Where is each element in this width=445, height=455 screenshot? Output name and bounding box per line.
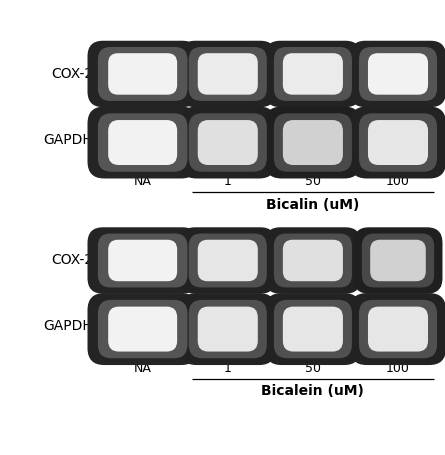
FancyBboxPatch shape bbox=[198, 53, 258, 95]
Text: NA: NA bbox=[134, 362, 152, 375]
FancyBboxPatch shape bbox=[88, 293, 198, 365]
FancyBboxPatch shape bbox=[108, 120, 177, 165]
Text: 100: 100 bbox=[386, 175, 410, 188]
FancyBboxPatch shape bbox=[98, 47, 187, 101]
FancyBboxPatch shape bbox=[350, 293, 445, 365]
FancyBboxPatch shape bbox=[180, 293, 276, 365]
FancyBboxPatch shape bbox=[265, 293, 361, 365]
Bar bbox=[100, 300, 441, 353]
Text: 1: 1 bbox=[224, 362, 232, 375]
Bar bbox=[100, 114, 441, 166]
FancyBboxPatch shape bbox=[198, 240, 258, 281]
FancyBboxPatch shape bbox=[108, 307, 177, 352]
FancyBboxPatch shape bbox=[350, 41, 445, 107]
Text: Bicalein (uM): Bicalein (uM) bbox=[262, 384, 364, 399]
FancyBboxPatch shape bbox=[283, 53, 343, 95]
FancyBboxPatch shape bbox=[359, 113, 437, 172]
FancyBboxPatch shape bbox=[198, 120, 258, 165]
Text: Bicalin (uM): Bicalin (uM) bbox=[266, 198, 360, 212]
Text: 50: 50 bbox=[305, 362, 321, 375]
Bar bbox=[100, 234, 441, 287]
FancyBboxPatch shape bbox=[189, 113, 267, 172]
Text: 50: 50 bbox=[305, 175, 321, 188]
FancyBboxPatch shape bbox=[370, 240, 426, 281]
FancyBboxPatch shape bbox=[180, 106, 276, 178]
FancyBboxPatch shape bbox=[108, 240, 177, 281]
Text: COX-2: COX-2 bbox=[51, 253, 93, 268]
FancyBboxPatch shape bbox=[98, 233, 187, 288]
FancyBboxPatch shape bbox=[88, 228, 198, 293]
Text: COX-2: COX-2 bbox=[51, 67, 93, 81]
FancyBboxPatch shape bbox=[198, 119, 258, 131]
Bar bbox=[100, 48, 441, 100]
FancyBboxPatch shape bbox=[283, 120, 343, 165]
FancyBboxPatch shape bbox=[368, 53, 428, 95]
FancyBboxPatch shape bbox=[274, 47, 352, 101]
FancyBboxPatch shape bbox=[353, 228, 442, 293]
FancyBboxPatch shape bbox=[283, 307, 343, 352]
FancyBboxPatch shape bbox=[368, 307, 428, 352]
FancyBboxPatch shape bbox=[274, 233, 352, 288]
FancyBboxPatch shape bbox=[189, 300, 267, 358]
Text: 1: 1 bbox=[224, 175, 232, 188]
Text: NA: NA bbox=[134, 175, 152, 188]
FancyBboxPatch shape bbox=[88, 106, 198, 178]
FancyBboxPatch shape bbox=[368, 120, 428, 165]
FancyBboxPatch shape bbox=[359, 300, 437, 358]
FancyBboxPatch shape bbox=[359, 47, 437, 101]
FancyBboxPatch shape bbox=[180, 41, 276, 107]
FancyBboxPatch shape bbox=[265, 41, 361, 107]
FancyBboxPatch shape bbox=[274, 300, 352, 358]
Text: GAPDH: GAPDH bbox=[44, 319, 93, 334]
FancyBboxPatch shape bbox=[98, 113, 187, 172]
FancyBboxPatch shape bbox=[98, 300, 187, 358]
FancyBboxPatch shape bbox=[108, 53, 177, 95]
FancyBboxPatch shape bbox=[274, 113, 352, 172]
FancyBboxPatch shape bbox=[368, 119, 428, 131]
FancyBboxPatch shape bbox=[88, 41, 198, 107]
FancyBboxPatch shape bbox=[265, 106, 361, 178]
FancyBboxPatch shape bbox=[350, 106, 445, 178]
FancyBboxPatch shape bbox=[109, 119, 177, 131]
Text: GAPDH: GAPDH bbox=[44, 133, 93, 147]
FancyBboxPatch shape bbox=[189, 47, 267, 101]
FancyBboxPatch shape bbox=[283, 240, 343, 281]
FancyBboxPatch shape bbox=[362, 233, 434, 288]
FancyBboxPatch shape bbox=[265, 228, 361, 293]
Text: 100: 100 bbox=[386, 362, 410, 375]
FancyBboxPatch shape bbox=[283, 119, 343, 131]
FancyBboxPatch shape bbox=[198, 307, 258, 352]
FancyBboxPatch shape bbox=[180, 228, 276, 293]
FancyBboxPatch shape bbox=[189, 233, 267, 288]
